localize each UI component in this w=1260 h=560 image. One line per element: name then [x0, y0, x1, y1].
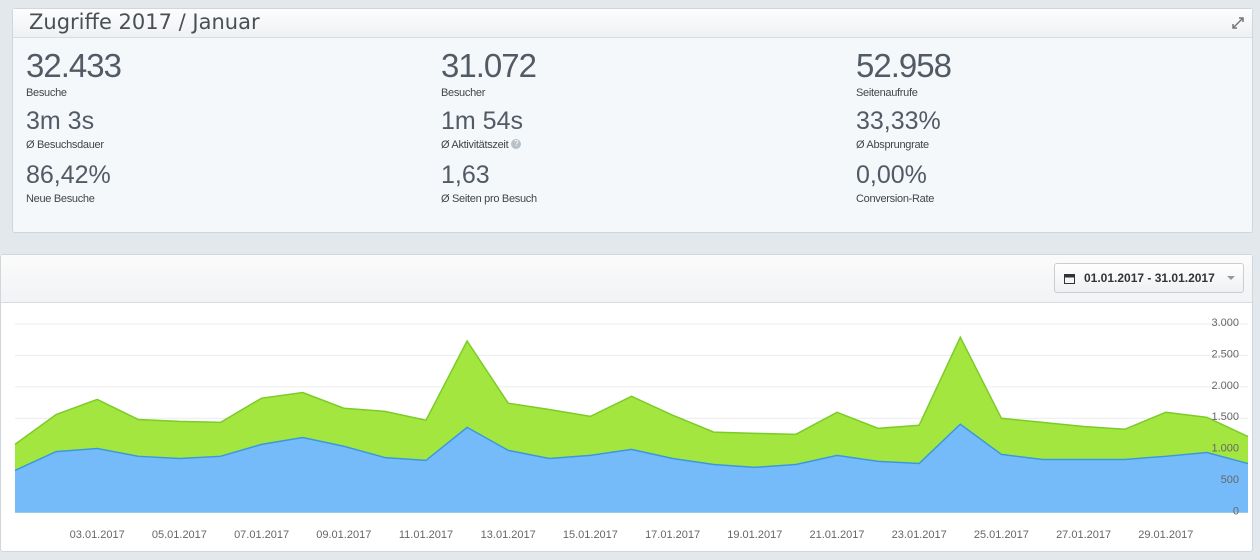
stat-value: 1,63 [441, 161, 490, 189]
x-tick-label: 21.01.2017 [809, 529, 864, 541]
panel-header: Zugriffe 2017 / Januar [13, 9, 1252, 38]
x-tick-label: 25.01.2017 [974, 529, 1029, 541]
stat-label: Ø Absprungrate [856, 139, 929, 151]
x-tick-label: 17.01.2017 [645, 529, 700, 541]
x-tick-label: 11.01.2017 [399, 529, 453, 541]
stat-label: Seitenaufrufe [856, 87, 918, 99]
area-line [14, 335, 1249, 445]
y-tick-label: 1.000 [1211, 443, 1239, 455]
calendar-icon [1064, 274, 1075, 284]
area [15, 424, 1248, 513]
y-tick-label: 2.500 [1211, 348, 1239, 360]
x-tick-label: 07.01.2017 [234, 529, 289, 541]
stat: 52.958 Seitenaufrufe [856, 47, 952, 101]
chart: 0 500 1.000 1.500 2.000 2.500 3.000 03.01.2017 0… [14, 317, 1249, 541]
stats-panel: Zugriffe 2017 / Januar 32.433 Besuche 31.0… [12, 8, 1253, 233]
date-range-button[interactable]: 01.01.2017 - 31.01.2017 [1054, 263, 1244, 293]
y-tick-label: 500 [1221, 474, 1239, 486]
x-tick-label: 19.01.2017 [727, 529, 782, 541]
stat-value: 0,00% [856, 161, 927, 189]
stat-label: Ø Seiten pro Besuch [441, 193, 537, 205]
x-tick-label: 09.01.2017 [316, 529, 371, 541]
stat-value: 33,33% [856, 107, 941, 135]
stat-value: 86,42% [26, 161, 111, 189]
stat-value: 52.958 [856, 47, 952, 84]
stat-value: 32.433 [26, 47, 122, 84]
stat-label: Ø Besuchsdauer [26, 139, 104, 151]
y-tick-label: 0 [1233, 505, 1239, 517]
stat-label: Ø Aktivitätszeit [441, 139, 509, 151]
stat: 0,00% Conversion-Rate [856, 161, 934, 207]
caret [1227, 276, 1235, 280]
stat-label: Besuche [26, 87, 67, 99]
stat: 31.072 Besucher [441, 47, 537, 101]
panel-title: Zugriffe 2017 / Januar [29, 10, 260, 34]
stat-label: Neue Besuche [26, 193, 95, 205]
stat: 1m 54s Ø Aktivitätszeit? [441, 107, 523, 153]
x-tick-label: 29.01.2017 [1138, 529, 1193, 541]
x-tick-label: 27.01.2017 [1056, 529, 1111, 541]
y-tick-label: 3.000 [1211, 317, 1239, 329]
area-line [14, 423, 1249, 472]
stat-label: Conversion-Rate [856, 193, 935, 205]
chart-panel: 01.01.2017 - 31.01.2017 0 500 1.000 1.500 2.… [0, 254, 1253, 552]
stat-value: 31.072 [441, 47, 537, 84]
stat-value: 3m 3s [26, 107, 95, 135]
y-tick-label: 1.500 [1211, 411, 1239, 423]
y-tick-label: 2.000 [1211, 380, 1239, 392]
chart-header: 01.01.2017 - 31.01.2017 [1, 255, 1252, 303]
x-tick-label: 03.01.2017 [70, 529, 125, 541]
stat: 33,33% Ø Absprungrate [856, 107, 941, 153]
x-tick-label: 23.01.2017 [892, 529, 947, 541]
x-tick-label: 13.01.2017 [481, 529, 536, 541]
stat: 32.433 Besuche [26, 47, 122, 101]
stat: 86,42% Neue Besuche [26, 161, 111, 207]
x-tick-label: 15.01.2017 [563, 529, 618, 541]
stat: 1,63 Ø Seiten pro Besuch [441, 161, 537, 207]
stat-label: Besucher [441, 87, 486, 99]
date-range-text: 01.01.2017 - 31.01.2017 [1084, 271, 1215, 285]
x-tick-label: 05.01.2017 [152, 529, 207, 541]
help-icon[interactable]: ? [511, 138, 522, 149]
stat-value: 1m 54s [441, 107, 523, 135]
stat: 3m 3s Ø Besuchsdauer [26, 107, 104, 153]
expand-icon[interactable] [1232, 17, 1244, 29]
